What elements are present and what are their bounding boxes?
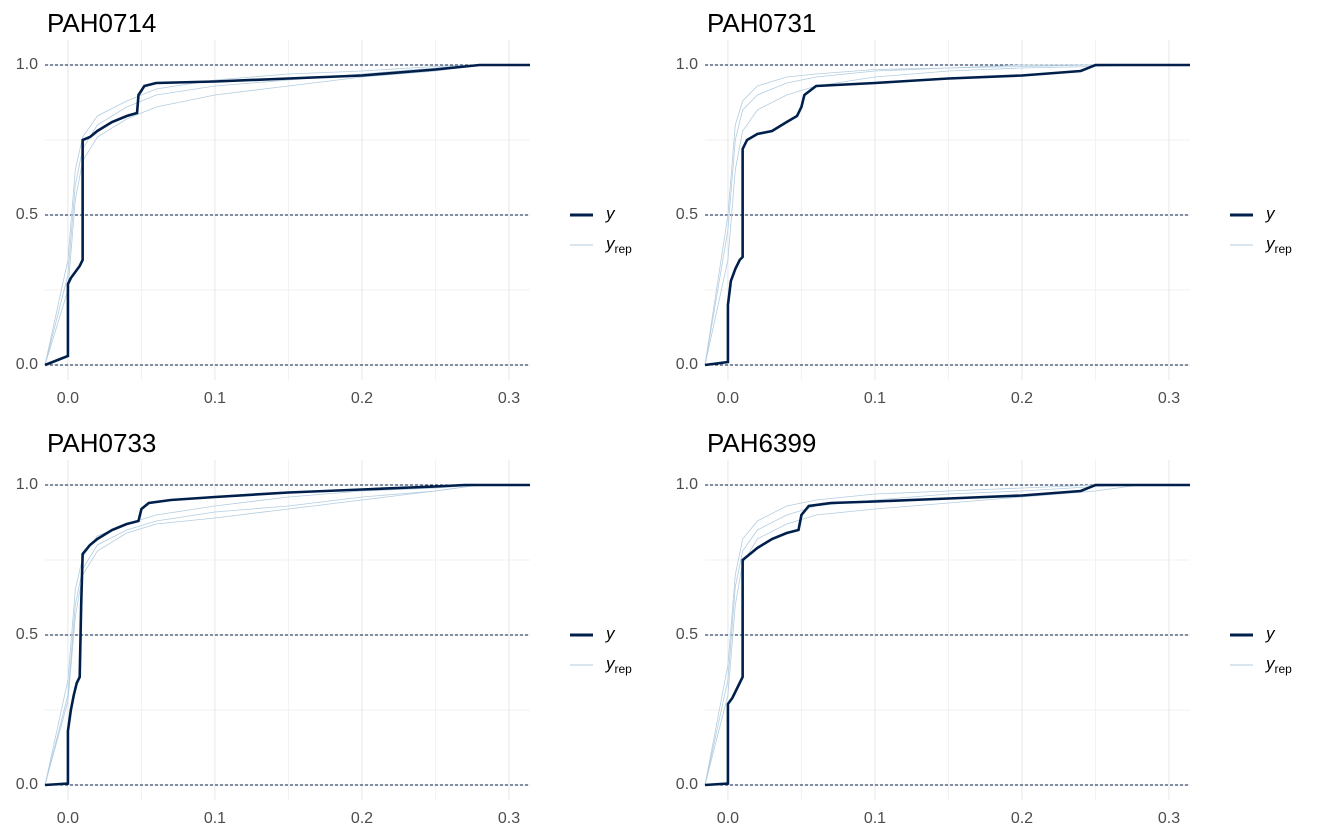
- y-tick-label: 1.0: [676, 56, 698, 73]
- panel-title: PAH0714: [47, 8, 156, 38]
- x-tick-label: 0.1: [864, 810, 886, 827]
- y-tick-label: 0.0: [676, 356, 698, 373]
- x-tick-label: 0.1: [204, 810, 226, 827]
- x-tick-label: 0.2: [1011, 810, 1033, 827]
- legend-label: y: [1265, 204, 1276, 223]
- y-tick-label: 0.0: [16, 356, 38, 373]
- replicate-line: [44, 64, 530, 366]
- x-tick-label: 0.1: [204, 390, 226, 407]
- y-tick-label: 0.5: [676, 206, 698, 223]
- x-tick-label: 0.3: [498, 390, 520, 407]
- y-tick-label: 1.0: [676, 476, 698, 493]
- observed-line: [704, 483, 1190, 787]
- x-tick-label: 0.3: [498, 810, 520, 827]
- observed-line: [704, 63, 1190, 367]
- y-tick-label: 0.0: [676, 776, 698, 793]
- legend-label: yrep: [605, 654, 632, 676]
- legend-label: y: [1265, 624, 1276, 643]
- y-tick-label: 1.0: [16, 476, 38, 493]
- observed-line: [44, 63, 530, 367]
- x-tick-label: 0.3: [1158, 390, 1180, 407]
- panel-title: PAH6399: [707, 428, 816, 458]
- y-tick-label: 0.5: [16, 206, 38, 223]
- y-tick-label: 0.0: [16, 776, 38, 793]
- replicate-line: [44, 64, 530, 366]
- panel-title: PAH0733: [47, 428, 156, 458]
- x-tick-label: 0.0: [717, 810, 739, 827]
- replicate-line: [44, 64, 530, 366]
- replicate-line: [44, 484, 530, 786]
- y-tick-label: 1.0: [16, 56, 38, 73]
- x-tick-label: 0.3: [1158, 810, 1180, 827]
- y-tick-label: 0.5: [676, 626, 698, 643]
- x-tick-label: 0.2: [351, 810, 373, 827]
- replicate-line: [44, 484, 530, 786]
- legend-label: y: [605, 204, 616, 223]
- replicate-line: [704, 484, 1190, 786]
- x-tick-label: 0.2: [351, 390, 373, 407]
- x-tick-label: 0.1: [864, 390, 886, 407]
- x-tick-label: 0.2: [1011, 390, 1033, 407]
- legend-label: yrep: [1265, 234, 1292, 256]
- observed-line: [44, 483, 530, 787]
- legend-label: y: [605, 624, 616, 643]
- legend-label: yrep: [1265, 654, 1292, 676]
- legend-label: yrep: [605, 234, 632, 256]
- panel-title: PAH0731: [707, 8, 816, 38]
- x-tick-label: 0.0: [57, 810, 79, 827]
- y-tick-label: 0.5: [16, 626, 38, 643]
- x-tick-label: 0.0: [717, 390, 739, 407]
- x-tick-label: 0.0: [57, 390, 79, 407]
